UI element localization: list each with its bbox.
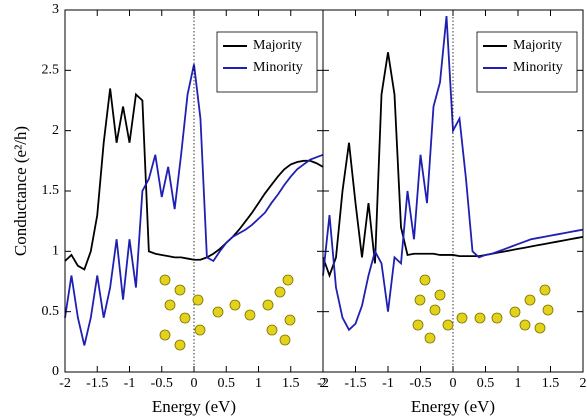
x-tick-label: -0.5: [151, 376, 173, 391]
x-tick-label: 1: [255, 376, 262, 391]
y-tick-label: 2.5: [42, 63, 60, 78]
legend-label: Minority: [253, 60, 303, 75]
y-tick-label: 1.5: [42, 183, 60, 198]
x-tick-label: 0.5: [218, 376, 236, 391]
x-tick-label: 1: [515, 376, 522, 391]
series-line: [322, 52, 584, 279]
x-tick-label: -0.5: [409, 376, 431, 391]
x-axis-label: Energy (eV): [411, 397, 495, 416]
legend-label: Majority: [253, 38, 302, 53]
y-tick-label: 2: [52, 123, 59, 138]
series-line: [322, 15, 584, 332]
y-tick-label: 0: [52, 364, 59, 379]
x-tick-label: -1: [124, 376, 136, 391]
legend: Majority Minority: [476, 31, 578, 93]
x-tick-label: 1.5: [542, 376, 560, 391]
x-tick-label: 2: [580, 376, 587, 391]
molecule-left: [159, 274, 296, 351]
x-tick-label: 0: [450, 376, 457, 391]
y-tick-label: 1: [52, 244, 59, 259]
x-axis-label: Energy (eV): [152, 397, 236, 416]
series-line: [64, 64, 324, 346]
x-tick-label: -2: [59, 376, 71, 391]
legend-label: Minority: [513, 60, 563, 75]
x-tick-label: 2: [320, 376, 327, 391]
x-tick-label: -1: [382, 376, 394, 391]
legend-box: [216, 31, 318, 93]
legend: Majority Minority: [216, 31, 318, 93]
x-tick-label: -1.5: [344, 376, 366, 391]
x-tick-label: 1.5: [282, 376, 300, 391]
x-tick-label: 0: [191, 376, 198, 391]
x-tick-label: -2: [317, 376, 329, 391]
y-axis-label: Conductance (e²/h): [11, 126, 30, 256]
molecule-right: [412, 274, 554, 344]
y-tick-label: 3: [52, 2, 59, 17]
legend-label: Majority: [513, 38, 562, 53]
x-tick-label: 0.5: [477, 376, 495, 391]
legend-box: [476, 31, 578, 93]
x-tick-label: -1.5: [86, 376, 108, 391]
y-tick-label: 0.5: [42, 304, 60, 319]
